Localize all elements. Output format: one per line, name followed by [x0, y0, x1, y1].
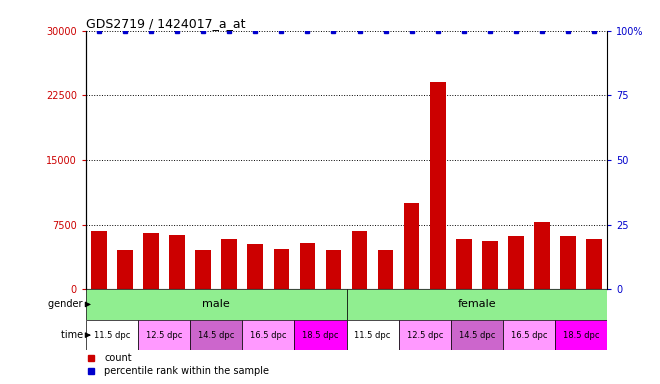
- Bar: [430, 83, 446, 289]
- Bar: [404, 203, 420, 289]
- Text: gender: gender: [48, 300, 86, 310]
- Bar: [346, 289, 607, 320]
- Bar: [91, 230, 107, 289]
- Bar: [169, 235, 185, 289]
- Bar: [503, 320, 555, 351]
- Bar: [555, 320, 607, 351]
- Bar: [273, 250, 289, 289]
- Bar: [86, 289, 346, 320]
- Text: GDS2719 / 1424017_a_at: GDS2719 / 1424017_a_at: [86, 17, 246, 30]
- Bar: [242, 320, 294, 351]
- Bar: [352, 232, 368, 289]
- Bar: [399, 320, 451, 351]
- Text: 14.5 dpc: 14.5 dpc: [459, 331, 495, 339]
- Bar: [560, 236, 576, 289]
- Text: 16.5 dpc: 16.5 dpc: [250, 331, 286, 339]
- Bar: [195, 250, 211, 289]
- Text: percentile rank within the sample: percentile rank within the sample: [104, 366, 269, 376]
- Bar: [117, 250, 133, 289]
- Bar: [248, 244, 263, 289]
- Bar: [508, 236, 524, 289]
- Bar: [378, 250, 393, 289]
- Text: 18.5 dpc: 18.5 dpc: [563, 331, 599, 339]
- Text: 14.5 dpc: 14.5 dpc: [198, 331, 234, 339]
- Text: count: count: [104, 353, 132, 363]
- Bar: [325, 250, 341, 289]
- Bar: [300, 243, 315, 289]
- Bar: [221, 239, 237, 289]
- Bar: [482, 241, 498, 289]
- Bar: [294, 320, 346, 351]
- Text: 12.5 dpc: 12.5 dpc: [146, 331, 182, 339]
- Text: male: male: [202, 300, 230, 310]
- Bar: [138, 320, 190, 351]
- Bar: [534, 222, 550, 289]
- Text: 12.5 dpc: 12.5 dpc: [407, 331, 443, 339]
- Text: 11.5 dpc: 11.5 dpc: [94, 331, 130, 339]
- Bar: [190, 320, 242, 351]
- Text: 18.5 dpc: 18.5 dpc: [302, 331, 339, 339]
- Bar: [346, 320, 399, 351]
- Bar: [586, 239, 602, 289]
- Text: 11.5 dpc: 11.5 dpc: [354, 331, 391, 339]
- Bar: [143, 233, 159, 289]
- Bar: [86, 320, 138, 351]
- Text: female: female: [457, 300, 496, 310]
- Bar: [451, 320, 503, 351]
- Bar: [456, 239, 472, 289]
- Text: 16.5 dpc: 16.5 dpc: [511, 331, 547, 339]
- Text: time: time: [61, 330, 86, 340]
